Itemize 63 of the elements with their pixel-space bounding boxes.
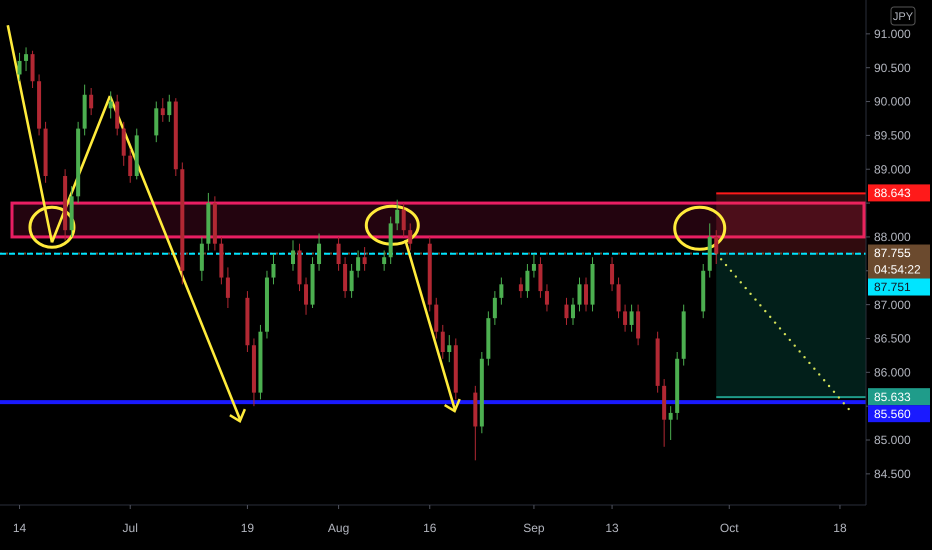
- candlestick: [160, 98, 165, 122]
- candlestick: [108, 90, 113, 119]
- x-tick-label: 18: [833, 521, 847, 535]
- y-tick-label: 91.000: [874, 27, 912, 42]
- candlestick: [226, 266, 230, 309]
- candlestick: [395, 199, 400, 231]
- ref-line-label: 85.633: [874, 390, 912, 404]
- y-tick-label: 84.500: [874, 467, 912, 482]
- candlestick: [350, 264, 354, 298]
- candlestick: [578, 277, 582, 312]
- candlestick: [570, 297, 575, 326]
- candlestick: [24, 46, 28, 72]
- candlestick: [304, 277, 308, 316]
- y-tick-label: 85.000: [874, 433, 912, 448]
- candlestick: [623, 304, 628, 332]
- x-tick-label: 19: [240, 521, 254, 535]
- x-tick-label: Aug: [328, 521, 350, 535]
- candlestick: [492, 290, 497, 326]
- candlestick: [610, 256, 614, 292]
- y-tick-label: 90.000: [874, 94, 912, 109]
- x-tick-label: Sep: [523, 521, 545, 535]
- x-tick-label: 13: [605, 521, 620, 535]
- candlestick: [291, 240, 296, 272]
- candlestick: [18, 52, 22, 82]
- y-tick-label: 87.000: [874, 298, 912, 312]
- x-tick-label: 16: [423, 521, 437, 535]
- candlestick: [167, 94, 172, 122]
- candlestick: [408, 222, 412, 251]
- y-tick-label: 88.000: [874, 230, 912, 244]
- candlestick: [584, 277, 588, 312]
- candlestick: [525, 264, 530, 298]
- candlestick: [89, 88, 94, 116]
- ref-line-label: 88.643: [874, 186, 912, 200]
- candlestick: [356, 250, 360, 278]
- candlestick: [564, 297, 568, 326]
- candlestick: [336, 236, 341, 272]
- candlestick: [440, 324, 445, 360]
- x-tick-label: 14: [12, 521, 27, 535]
- ref-line-label: 87.751: [874, 280, 912, 294]
- candlestick: [499, 277, 504, 306]
- candlestick: [544, 284, 549, 312]
- candlestick: [271, 253, 276, 285]
- y-tick-label: 89.500: [874, 128, 912, 143]
- x-tick-label: Jul: [122, 521, 138, 535]
- y-tick-label: 86.000: [874, 366, 912, 380]
- candlestick: [447, 334, 452, 363]
- ref-line-label: 85.560: [874, 406, 912, 421]
- candlestick: [532, 253, 536, 278]
- candlestick: [362, 246, 367, 272]
- y-tick-label: 90.500: [874, 60, 912, 75]
- ref-line-label: 87.755: [874, 246, 912, 260]
- candlestick: [128, 148, 132, 184]
- y-tick-label: 86.500: [874, 332, 912, 346]
- text: 04:54:22: [874, 262, 922, 277]
- candlestick: [668, 406, 673, 441]
- candlestick: [630, 304, 634, 332]
- y-axis-title: JPY: [892, 10, 914, 23]
- candlestick: [402, 202, 406, 238]
- candlestick: [382, 250, 386, 272]
- candlestick: [317, 233, 322, 272]
- candlestick: [518, 277, 523, 298]
- x-tick-label: Oct: [720, 521, 740, 535]
- y-tick-label: 89.000: [874, 162, 912, 176]
